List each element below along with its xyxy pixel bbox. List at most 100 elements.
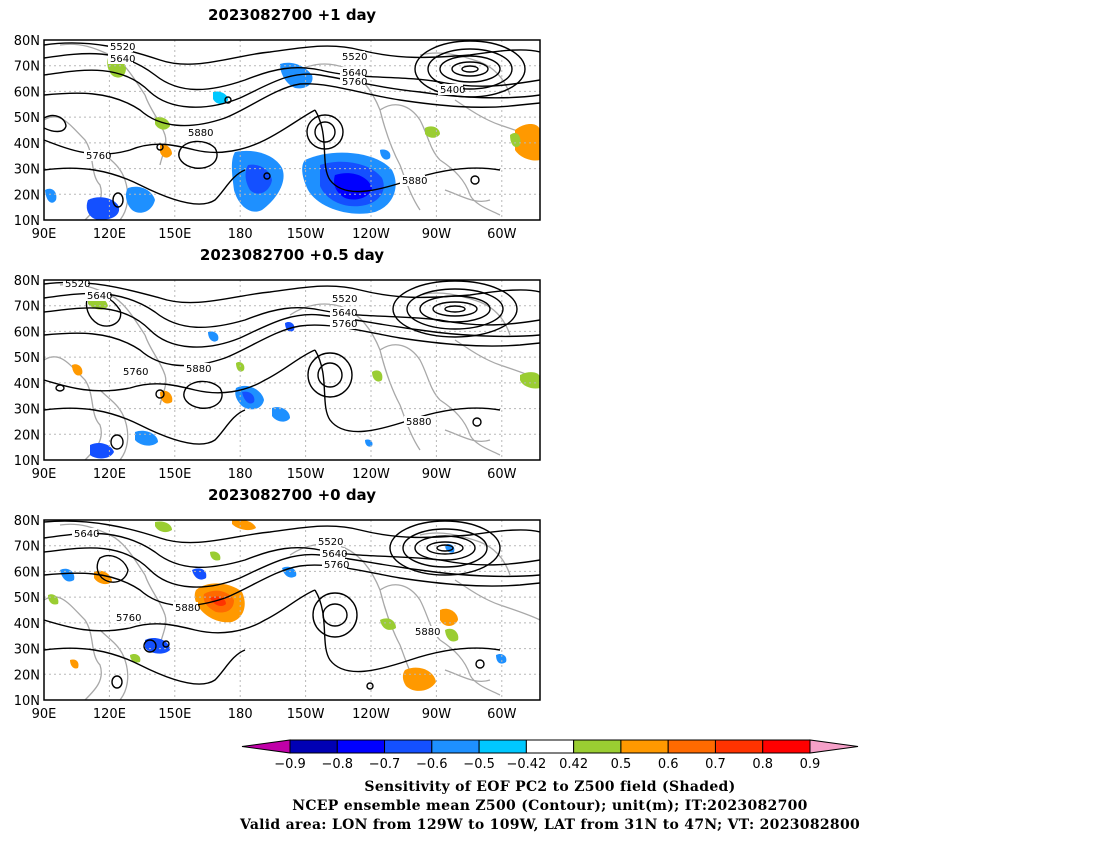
lat-tick-label: 20N	[14, 668, 40, 683]
colorbar-tick-label: −0.42	[506, 757, 546, 772]
contour-label: 5520	[332, 294, 357, 305]
lon-tick-label: 180	[228, 467, 253, 482]
colorbar-tick-label: 0.42	[559, 757, 588, 772]
contour-label: 5520	[342, 52, 367, 63]
colorbar-tick-label: −0.8	[321, 757, 353, 772]
contour-label: 5520	[65, 279, 90, 290]
lon-tick-label: 150W	[287, 467, 325, 482]
colorbar-labels: −0.9 −0.8 −0.7 −0.6 −0.5 −0.42 0.42 0.5 0.6 0.7 0.…	[274, 757, 820, 772]
colorbar-bin	[620, 739, 669, 754]
lat-tick-label: 10N	[14, 454, 40, 469]
map-frame	[43, 39, 541, 221]
colorbar-tick-label: −0.5	[463, 757, 495, 772]
colorbar-bin	[336, 739, 386, 754]
colorbar-bin	[667, 739, 716, 754]
lat-lon-grid	[44, 280, 540, 460]
caption-line-2: NCEP ensemble mean Z500 (Contour); unit(…	[292, 798, 807, 814]
lat-tick-label: 60N	[14, 325, 40, 340]
map-frame	[43, 519, 541, 701]
colorbar-bin	[478, 739, 527, 754]
lon-tick-label: 90W	[422, 467, 452, 482]
colorbar-bin	[431, 739, 480, 754]
lat-tick-label: 80N	[14, 514, 40, 529]
lon-tick-label: 150W	[287, 707, 325, 722]
lat-tick-label: 50N	[14, 111, 40, 126]
lat-tick-label: 60N	[14, 85, 40, 100]
lon-tick-label: 180	[228, 227, 253, 242]
lon-tick-label: 60W	[487, 227, 517, 242]
coastlines	[44, 283, 540, 460]
contour-label: 5640	[342, 68, 367, 79]
lon-tick-label: 150W	[287, 227, 325, 242]
lon-tick-label: 120E	[93, 227, 126, 242]
colorbar-bin	[289, 739, 338, 754]
caption-line-3: Valid area: LON from 129W to 109W, LAT f…	[239, 817, 860, 833]
map-panel-plus-half-day: 2023082700 +0.5 day	[14, 246, 541, 482]
lat-tick-label: 30N	[14, 163, 40, 178]
colorbar-tick-label: 0.9	[800, 757, 821, 772]
caption-line-1: Sensitivity of EOF PC2 to Z500 field (Sh…	[364, 779, 735, 795]
lat-tick-label: 40N	[14, 137, 40, 152]
figure-caption: Sensitivity of EOF PC2 to Z500 field (Sh…	[239, 779, 860, 833]
contour-label: 5880	[406, 417, 431, 428]
lon-axis: 90E 120E 150E 180 150W 120W 90W 60W	[32, 467, 517, 482]
z500-contours	[44, 520, 540, 690]
contour-label: 5880	[402, 176, 427, 187]
colorbar-tick-label: −0.9	[274, 757, 306, 772]
colorbar: −0.9 −0.8 −0.7 −0.6 −0.5 −0.42 0.42 0.5 0.6 0.7 0.…	[241, 739, 859, 772]
lon-tick-label: 60W	[487, 707, 517, 722]
lon-tick-label: 120E	[93, 707, 126, 722]
contour-label: 5880	[415, 627, 440, 638]
map-frame	[43, 279, 541, 461]
lon-tick-label: 180	[228, 707, 253, 722]
lat-tick-label: 70N	[14, 60, 40, 75]
contour-label: 5760	[86, 151, 111, 162]
contour-label: 5640	[322, 549, 347, 560]
lat-tick-label: 20N	[14, 428, 40, 443]
colorbar-tick-label: −0.6	[416, 757, 448, 772]
lat-tick-label: 50N	[14, 351, 40, 366]
colorbar-bin	[384, 739, 433, 754]
colorbar-tick-label: 0.7	[705, 757, 726, 772]
contour-label: 5760	[123, 367, 148, 378]
lon-tick-label: 120W	[352, 467, 390, 482]
contour-label: 5880	[175, 603, 200, 614]
colorbar-tick-label: −0.7	[369, 757, 401, 772]
lat-tick-label: 30N	[14, 403, 40, 418]
lon-tick-label: 90E	[32, 467, 57, 482]
contour-label: 5400	[440, 85, 465, 96]
lon-tick-label: 150E	[158, 707, 191, 722]
lat-tick-label: 70N	[14, 300, 40, 315]
lat-lon-grid	[44, 40, 540, 220]
contour-labels: 5640 5520 5640 5760 5760 5880 5880	[72, 528, 440, 638]
lon-tick-label: 150E	[158, 227, 191, 242]
colorbar-tick-label: 0.8	[752, 757, 773, 772]
colorbar-tick-label: 0.6	[658, 757, 679, 772]
map-panel-plus-0-day: 2023082700 +0 day	[14, 486, 541, 722]
contour-label: 5760	[324, 560, 349, 571]
contour-label: 5880	[186, 364, 211, 375]
contour-label: 5640	[87, 291, 112, 302]
contour-label: 5760	[342, 77, 367, 88]
lon-axis: 90E 120E 150E 180 150W 120W 90W 60W	[32, 227, 517, 242]
colorbar-bins	[289, 739, 811, 754]
contour-label: 5760	[332, 319, 357, 330]
colorbar-bin	[525, 739, 575, 754]
lat-tick-label: 60N	[14, 565, 40, 580]
lon-tick-label: 60W	[487, 467, 517, 482]
contour-labels: 5520 5640 5520 5640 5760 5760 5880 5880	[63, 279, 431, 428]
colorbar-bin	[573, 739, 622, 754]
sensitivity-shading	[48, 520, 507, 691]
lat-tick-label: 20N	[14, 188, 40, 203]
contour-label: 5640	[332, 308, 357, 319]
colorbar-over-triangle	[809, 739, 859, 754]
lon-tick-label: 120E	[93, 467, 126, 482]
lat-tick-label: 30N	[14, 643, 40, 658]
lat-tick-label: 40N	[14, 617, 40, 632]
contour-labels: 5520 5640 5520 5640 5760 5400 5880 5760 …	[84, 41, 465, 187]
lon-tick-label: 90E	[32, 707, 57, 722]
lat-tick-label: 10N	[14, 694, 40, 709]
panel-title: 2023082700 +0.5 day	[200, 246, 384, 264]
lat-tick-label: 70N	[14, 540, 40, 555]
